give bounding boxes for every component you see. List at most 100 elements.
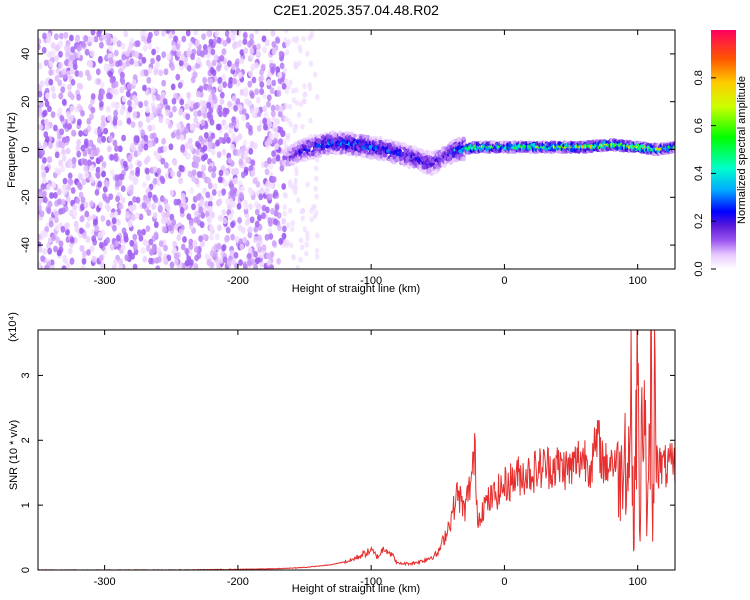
- noise-speckle: [190, 76, 196, 84]
- noise-speckle: [65, 222, 70, 230]
- snr-ytick-label: 3: [20, 372, 32, 378]
- noise-speckle: [276, 257, 281, 265]
- snr-ytick-label: 2: [20, 437, 32, 443]
- noise-speckle: [54, 74, 60, 82]
- noise-speckle: [215, 123, 221, 131]
- noise-speckle: [53, 124, 58, 132]
- noise-speckle: [76, 103, 82, 111]
- noise-speckle: [132, 233, 138, 241]
- noise-speckle: [38, 123, 44, 131]
- noise-speckle: [132, 94, 138, 102]
- noise-speckle: [228, 76, 234, 84]
- noise-speckle: [40, 164, 46, 171]
- noise-speckle: [163, 68, 169, 76]
- noise-speckle: [140, 129, 146, 137]
- noise-speckle: [189, 123, 195, 131]
- noise-speckle: [124, 254, 130, 262]
- noise-speckle: [152, 212, 158, 219]
- noise-speckle: [281, 232, 287, 240]
- noise-speckle: [266, 79, 272, 86]
- noise-speckle: [48, 69, 54, 76]
- noise-speckle: [135, 40, 141, 47]
- noise-speckle: [247, 100, 253, 107]
- noise-speckle: [252, 142, 258, 150]
- noise-speckle: [159, 195, 165, 203]
- noise-speckle: [44, 100, 50, 108]
- noise-speckle: [138, 101, 144, 109]
- noise-speckle: [261, 212, 266, 220]
- noise-speckle: [120, 42, 126, 50]
- noise-speckle: [189, 187, 195, 195]
- noise-speckle: [40, 149, 45, 157]
- noise-speckle: [271, 150, 276, 158]
- noise-speckle: [85, 69, 90, 77]
- noise-speckle: [101, 170, 106, 178]
- noise-speckle: [132, 196, 137, 203]
- noise-speckle: [312, 213, 317, 220]
- noise-speckle: [89, 176, 95, 184]
- noise-speckle: [231, 119, 237, 127]
- noise-speckle: [86, 249, 91, 256]
- noise-speckle: [98, 57, 103, 64]
- noise-speckle: [266, 259, 272, 267]
- noise-speckle: [222, 217, 228, 225]
- noise-speckle: [191, 175, 197, 183]
- noise-speckle: [47, 51, 52, 58]
- noise-speckle: [98, 254, 104, 262]
- noise-speckle: [83, 35, 89, 42]
- noise-speckle: [79, 245, 85, 252]
- noise-speckle: [223, 123, 229, 131]
- noise-speckle: [142, 84, 147, 92]
- snr-xtick-label: 100: [629, 576, 647, 588]
- noise-speckle: [254, 208, 260, 216]
- noise-speckle: [47, 156, 53, 164]
- noise-speckle: [112, 119, 118, 126]
- noise-speckle: [125, 211, 130, 218]
- noise-speckle: [217, 176, 223, 184]
- noise-speckle: [217, 190, 223, 197]
- noise-speckle: [70, 46, 76, 54]
- noise-speckle: [109, 243, 115, 251]
- noise-speckle: [200, 106, 206, 114]
- noise-speckle: [249, 33, 255, 40]
- noise-speckle: [89, 113, 94, 120]
- noise-speckle: [114, 103, 120, 111]
- noise-speckle: [275, 66, 281, 74]
- noise-speckle: [105, 219, 111, 227]
- noise-speckle: [170, 170, 176, 178]
- noise-speckle: [162, 98, 168, 105]
- noise-speckle: [54, 210, 59, 218]
- noise-speckle: [125, 50, 130, 57]
- colorbar-tick-label: 0.6: [693, 118, 705, 133]
- noise-speckle: [176, 50, 182, 58]
- noise-speckle: [38, 38, 42, 45]
- noise-speckle: [38, 199, 42, 207]
- noise-speckle: [266, 252, 271, 260]
- noise-speckle: [251, 110, 257, 118]
- noise-speckle: [80, 196, 86, 204]
- noise-speckle: [123, 30, 129, 38]
- noise-speckle: [213, 250, 218, 258]
- noise-speckle: [206, 30, 211, 37]
- noise-speckle: [188, 41, 193, 49]
- noise-speckle: [221, 244, 227, 252]
- noise-speckle: [222, 256, 228, 264]
- noise-speckle: [122, 160, 128, 168]
- noise-speckle: [51, 92, 57, 100]
- noise-speckle: [288, 79, 293, 86]
- noise-speckle: [51, 181, 57, 189]
- noise-speckle: [90, 30, 96, 36]
- noise-speckle: [202, 187, 208, 195]
- noise-speckle: [64, 161, 70, 169]
- noise-speckle: [229, 189, 235, 197]
- snr-marks: [38, 330, 675, 570]
- noise-speckle: [107, 114, 112, 122]
- noise-speckle: [314, 193, 319, 200]
- noise-speckle: [232, 77, 238, 85]
- noise-speckle: [173, 258, 179, 266]
- noise-speckle: [180, 243, 186, 251]
- noise-speckle: [302, 91, 307, 98]
- noise-speckle: [140, 247, 146, 254]
- noise-speckle: [38, 62, 43, 70]
- noise-speckle: [161, 217, 166, 225]
